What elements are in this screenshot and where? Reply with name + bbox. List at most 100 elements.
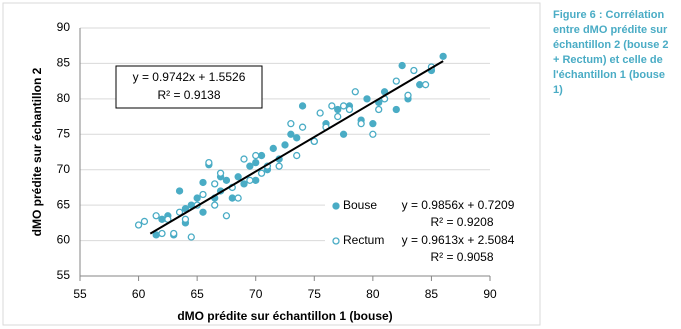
point (211, 180, 219, 188)
caption-line: l'échantillon 1 (bouse (553, 69, 665, 81)
point (392, 77, 400, 85)
legend-marker (332, 202, 340, 210)
chart-border (2, 2, 541, 326)
legend-label: Bouse (343, 198, 377, 212)
point (334, 105, 342, 114)
point (181, 205, 190, 213)
point (339, 102, 348, 110)
point (363, 95, 371, 103)
x-tick-label: 80 (366, 287, 380, 301)
point (439, 52, 447, 60)
point (298, 123, 307, 131)
caption-line: entre dMO prédite sur (553, 24, 668, 36)
point (357, 120, 365, 128)
point (187, 233, 195, 241)
point (345, 105, 354, 114)
point (252, 151, 260, 160)
point (257, 169, 266, 177)
y-tick-label: 90 (57, 20, 71, 34)
point (339, 130, 348, 138)
point (293, 134, 301, 142)
point (140, 217, 149, 226)
caption-line: échantillon 2 (bouse 2 (553, 39, 669, 51)
point (175, 187, 184, 195)
point (328, 102, 336, 110)
point (228, 194, 236, 202)
legend-box (325, 195, 525, 267)
point (334, 112, 342, 121)
point (410, 66, 418, 75)
x-tick-label: 70 (249, 287, 263, 301)
point (404, 91, 412, 99)
y-tick-label: 85 (57, 56, 71, 70)
point (181, 215, 190, 223)
point (152, 231, 160, 239)
point (281, 141, 289, 149)
y-tick-label: 75 (57, 126, 71, 140)
point (199, 178, 207, 187)
legend-equation: y = 0.9613x + 2.5084 (402, 233, 515, 247)
point (234, 173, 242, 181)
point (193, 194, 201, 202)
point (287, 130, 295, 138)
point (152, 212, 160, 220)
point (421, 81, 430, 89)
point (234, 194, 242, 202)
x-tick-label: 90 (483, 287, 497, 301)
point (240, 155, 248, 163)
x-tick-label: 85 (425, 287, 439, 301)
y-tick-label: 55 (57, 268, 71, 282)
point (199, 208, 207, 216)
point (392, 105, 400, 114)
trendline-equation: y = 0.9742x + 1.5526 (133, 70, 246, 84)
point (351, 88, 359, 96)
x-tick-label: 60 (132, 287, 146, 301)
point (287, 120, 295, 128)
legend-r2: R² = 0.9058 (430, 250, 493, 264)
point (316, 109, 324, 117)
point (246, 162, 254, 170)
point (211, 201, 219, 209)
point (398, 61, 406, 70)
x-tick-label: 65 (190, 287, 204, 301)
point (222, 176, 231, 184)
point (216, 169, 225, 177)
x-axis-title: dMO prédite sur échantillon 1 (bouse) (177, 309, 392, 323)
trendline (149, 60, 444, 235)
point (199, 190, 207, 199)
caption-line: Figure 6 : Corrélation (553, 9, 665, 21)
point (275, 162, 283, 170)
point (240, 180, 248, 188)
point (310, 137, 318, 146)
point (170, 229, 178, 238)
caption-line: 1) (553, 84, 563, 96)
point (134, 221, 143, 229)
point (269, 144, 277, 153)
y-tick-label: 80 (57, 91, 71, 105)
point (252, 176, 260, 184)
point (369, 120, 377, 128)
y-axis-title: dMO prédite sur échantillon 2 (30, 67, 44, 236)
y-tick-label: 70 (57, 162, 71, 176)
point (375, 105, 383, 114)
point (158, 229, 166, 238)
point (205, 158, 213, 167)
point (158, 215, 166, 223)
y-tick-label: 65 (57, 197, 71, 211)
equation-box (115, 65, 263, 109)
trendline-r2: R² = 0.9138 (157, 88, 220, 102)
point (246, 176, 254, 184)
legend-r2: R² = 0.9208 (430, 215, 493, 229)
point (293, 151, 301, 160)
point (252, 158, 260, 167)
point (222, 212, 231, 220)
legend-marker (332, 237, 340, 245)
x-tick-label: 55 (73, 287, 87, 301)
point (298, 102, 307, 110)
point (257, 151, 266, 160)
y-tick-label: 60 (57, 233, 71, 247)
point (416, 81, 424, 89)
legend-label: Rectum (343, 233, 384, 247)
caption-line: + Rectum) et celle de (553, 54, 663, 66)
